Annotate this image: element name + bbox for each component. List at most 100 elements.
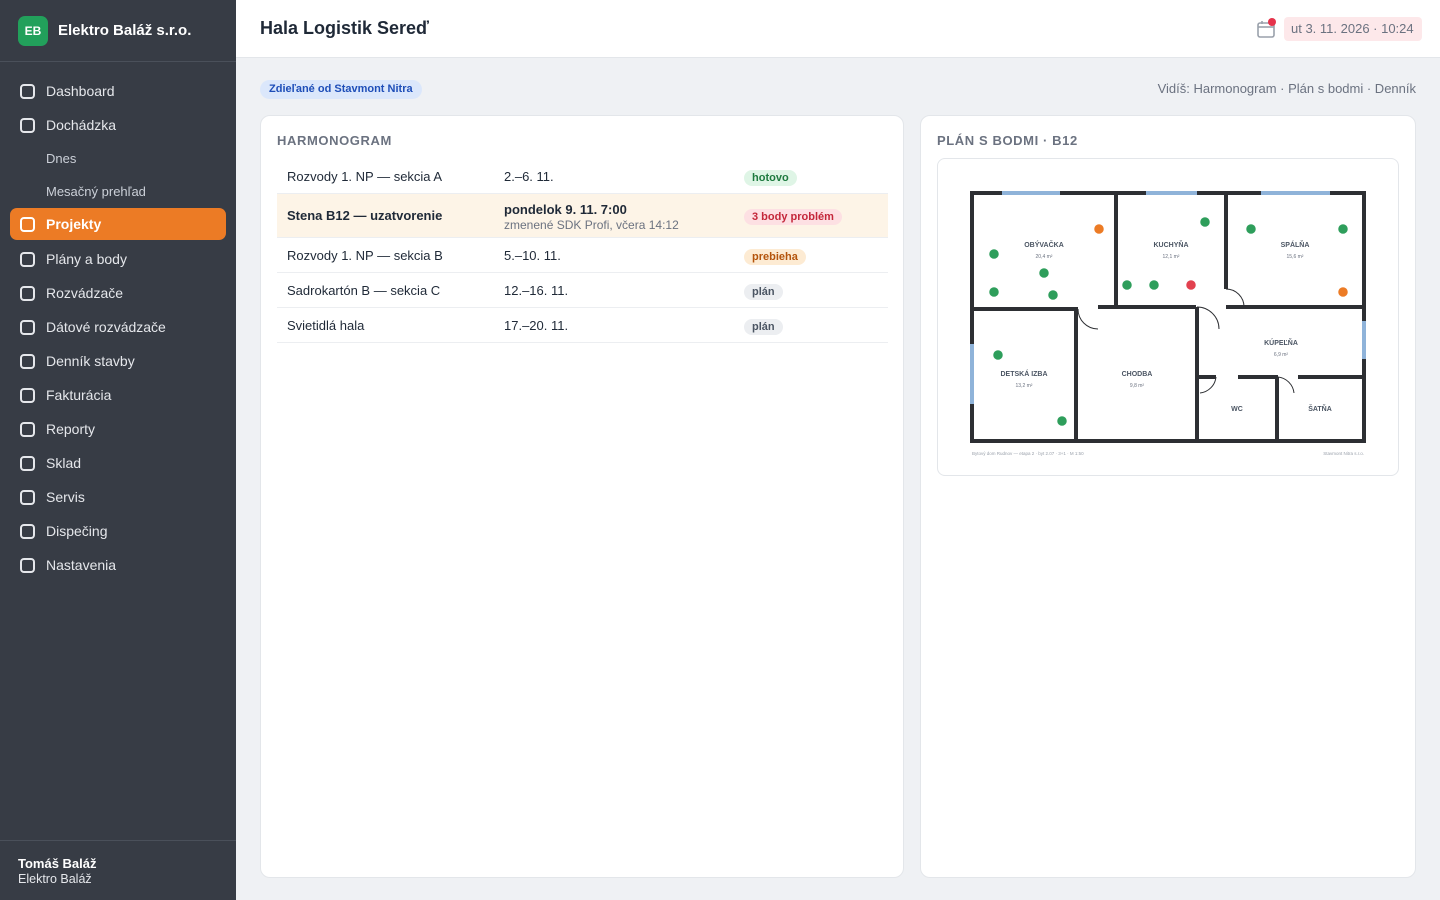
sidebar-item-label: Dashboard [46,83,115,99]
nav-box-icon [20,489,35,505]
room-name: ŠATŇA [1308,404,1332,413]
sidebar-item[interactable]: Dashboard [0,74,236,108]
plan-point[interactable] [986,284,1002,300]
task-date-cell: 5.–10. 11. [504,248,561,263]
nav-box-icon [20,117,35,133]
sidebar-item-label: Dochádzka [46,117,117,133]
plan-point[interactable] [986,246,1002,262]
plan-point[interactable] [1146,277,1162,293]
sidebar-item-label: Reporty [46,421,96,437]
table-row[interactable]: Rozvody 1. NP — sekcia B 5.–10. 11. prebie… [277,238,888,273]
sidebar-subitem[interactable]: Dnes [46,151,77,166]
task-date-cell: 2.–6. 11. [504,169,554,184]
nav-box-icon [20,319,35,335]
room-labels: OBÝVAČKA 20,4 m² KUCHYŇA 12,1 m² SPÁLŇA 15,6 … [1000,240,1331,413]
task-name: Sadrokartón B — sekcia C [287,283,441,298]
room-name: DETSKÁ IZBA [1000,369,1047,378]
sidebar-item[interactable]: Dátové rozvádzače [0,310,236,344]
room-area: 9,8 m² [1130,383,1145,389]
brand-name: Elektro Baláž s.r.o. [58,22,192,39]
sidebar-nav: Dashboard Dochádzka Dnes Mesačný prehľad Pro… [0,62,236,582]
sidebar-item-label: Dátové rozvádzače [46,319,166,335]
table-row[interactable]: Sadrokartón B — sekcia C 12.–16. 11. plán [277,273,888,308]
sidebar-subitem[interactable]: Mesačný prehľad [46,184,146,199]
task-name: Svietidlá hala [287,318,365,333]
page-title: Hala Logistik Sereď [260,18,429,38]
outer-wall [970,191,1366,443]
table-row[interactable]: Rozvody 1. NP — sekcia A 2.–6. 11. hotovo [277,160,888,194]
sidebar-item[interactable]: Denník stavby [0,344,236,378]
task-date: 2.–6. 11. [504,169,554,184]
plan-footer-right: Stavmont Nitra s.r.o. [1323,451,1364,456]
task-date: 12.–16. 11. [504,283,569,298]
plan-point[interactable] [1054,413,1070,429]
door-swings [1077,288,1295,394]
sidebar-item[interactable]: Fakturácia [0,378,236,412]
plan-panel: PLÁN S BODMI · B12 [920,115,1416,878]
user-name: Tomáš Baláž [18,856,97,871]
plan-point[interactable] [1335,284,1351,300]
table-row[interactable]: Stena B12 — uzatvorenie pondelok 9. 11. 7… [277,194,888,238]
room-area: 15,6 m² [1287,254,1304,260]
current-datetime: ut 3. 11. 2026 · 10:24 [1284,17,1422,41]
task-date: 17.–20. 11. [504,318,569,333]
plan-point[interactable] [1243,221,1259,237]
plan-title: PLÁN S BODMI · B12 [937,133,1078,148]
task-note: zmenené SDK Profi, včera 14:12 [504,218,679,232]
plan-point[interactable] [1119,277,1135,293]
sidebar-item[interactable]: Plány a body [0,242,236,276]
sidebar-item[interactable]: Reporty [0,412,236,446]
sidebar-item[interactable]: Nastavenia [0,548,236,582]
user-company: Elektro Baláž [18,872,92,886]
status-badge: 3 body problém [744,209,842,225]
plan-points [986,214,1351,429]
nav-box-icon [20,523,35,539]
sidebar-item[interactable]: Projekty [10,208,226,240]
plan-point[interactable] [1036,265,1052,281]
table-row[interactable]: Svietidlá hala 17.–20. 11. plán [277,308,888,343]
harmonogram-panel: HARMONOGRAM Rozvody 1. NP — sekcia A 2.–6… [260,115,904,878]
nav-box-icon [20,387,35,403]
task-date: 5.–10. 11. [504,248,561,263]
sidebar-item-label: Rozvádzače [46,285,124,301]
plan-point[interactable] [1197,214,1213,230]
room-name: KÚPEĽŇA [1264,338,1298,347]
sidebar-item[interactable]: Sklad [0,446,236,480]
task-name: Rozvody 1. NP — sekcia B [287,248,443,263]
sidebar-item[interactable]: Servis [0,480,236,514]
sidebar-item[interactable]: Dispečing [0,514,236,548]
plan-point[interactable] [1183,277,1199,293]
room-name: OBÝVAČKA [1024,240,1064,249]
room-name: CHODBA [1122,371,1153,378]
sidebar-item-label: Nastavenia [46,557,117,573]
status-badge: plán [744,284,783,300]
user-card[interactable]: Tomáš Baláž Elektro Baláž [0,840,236,900]
status-badge: hotovo [744,170,797,186]
task-date-cell: 17.–20. 11. [504,318,568,333]
plan-point[interactable] [1335,221,1351,237]
plan-footer-left: Bytový dom Rudnov — etapa 2 · byt 2.07 ·… [972,451,1084,456]
harmonogram-title: HARMONOGRAM [277,133,392,148]
task-date: pondelok 9. 11. 7:00 [504,202,627,217]
nav-box-icon [20,83,35,99]
floor-plan[interactable]: OBÝVAČKA 20,4 m² KUCHYŇA 12,1 m² SPÁLŇA 15,6 … [937,158,1399,476]
notification-dot [1268,18,1276,26]
plan-point[interactable] [1045,287,1061,303]
nav-box-icon [20,216,35,232]
sidebar-item[interactable]: Dochádzka [0,108,236,142]
sidebar-item-label: Sklad [46,455,82,471]
shared-badge: Zdieľané od Stavmont Nitra [260,80,422,99]
sidebar-item-label: Dispečing [46,523,108,539]
visible-views-text: Vidíš: Harmonogram · Plán s bodmi · Denn… [1157,81,1416,96]
nav-box-icon [20,455,35,471]
room-name: WC [1231,406,1243,413]
status-badge: prebieha [744,249,806,265]
sidebar: EB Elektro Baláž s.r.o. Dashboard Dochádz… [0,0,236,900]
plan-point[interactable] [990,347,1006,363]
sidebar-item[interactable]: Rozvádzače [0,276,236,310]
nav-box-icon [20,285,35,301]
plan-point[interactable] [1091,221,1107,237]
sidebar-item-label: Servis [46,489,85,505]
brand-logo: EB [18,15,48,46]
nav-box-icon [20,421,35,437]
